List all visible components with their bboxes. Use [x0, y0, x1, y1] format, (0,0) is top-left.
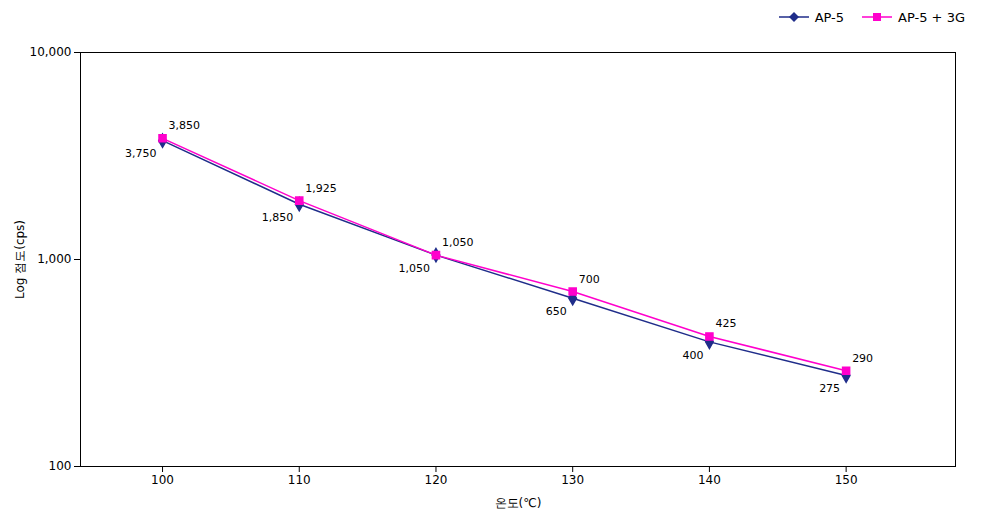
svg-text:290: 290 [852, 352, 873, 365]
svg-text:425: 425 [715, 317, 736, 330]
svg-text:1,925: 1,925 [305, 182, 337, 195]
svg-text:Log 점도(cps): Log 점도(cps) [13, 220, 27, 299]
svg-text:100: 100 [151, 473, 174, 487]
svg-text:650: 650 [546, 305, 567, 318]
svg-text:10,000: 10,000 [30, 45, 72, 59]
svg-text:130: 130 [561, 473, 584, 487]
svg-text:140: 140 [698, 473, 721, 487]
svg-text:3,750: 3,750 [125, 147, 157, 160]
svg-text:1,850: 1,850 [262, 211, 294, 224]
svg-text:1,050: 1,050 [398, 262, 430, 275]
svg-text:110: 110 [288, 473, 311, 487]
html-text:AP-5: AP-5 [814, 9, 845, 25]
svg-text:400: 400 [682, 349, 703, 362]
svg-text:275: 275 [819, 382, 840, 395]
svg-text:150: 150 [835, 473, 858, 487]
html-text:AP-5 + 3G: AP-5 + 3G [898, 9, 965, 25]
svg-text:100: 100 [49, 459, 72, 473]
svg-text:1,000: 1,000 [37, 252, 71, 266]
svg-text:온도(℃): 온도(℃) [495, 496, 542, 510]
svg-text:120: 120 [425, 473, 448, 487]
svg-text:700: 700 [579, 273, 600, 286]
svg-text:1,050: 1,050 [442, 236, 474, 249]
svg-text:3,850: 3,850 [169, 119, 201, 132]
